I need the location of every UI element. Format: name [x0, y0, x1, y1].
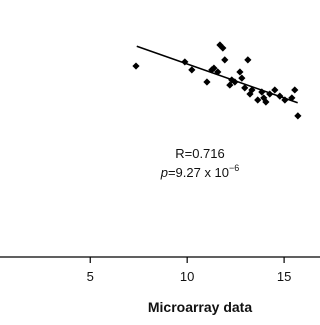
point	[221, 56, 229, 64]
point	[238, 74, 246, 82]
point	[210, 64, 218, 72]
x-tick-label: 10	[180, 269, 194, 284]
point	[216, 41, 224, 49]
point	[271, 86, 279, 94]
point	[231, 78, 239, 86]
annotation-p: p=9.27 x 10−6	[160, 163, 240, 180]
point	[281, 96, 289, 104]
point	[244, 56, 252, 64]
annotation-p-exponent: −6	[229, 163, 239, 173]
point	[254, 96, 262, 104]
point	[132, 62, 140, 70]
point	[288, 94, 296, 102]
point	[181, 58, 189, 66]
x-axis-label: Microarray data	[148, 299, 252, 315]
point	[236, 68, 244, 76]
point	[258, 88, 266, 96]
point	[276, 92, 284, 100]
point	[241, 84, 249, 92]
point	[219, 44, 227, 52]
point	[248, 86, 256, 94]
annotation-r: R=0.716	[175, 146, 225, 161]
annotation-p-value: =9.27 x 10	[168, 165, 229, 180]
point	[266, 90, 274, 98]
point	[188, 66, 196, 74]
x-tick-label: 5	[87, 269, 94, 284]
point	[203, 78, 211, 86]
annotation-p-symbol: p	[160, 165, 168, 180]
point	[214, 68, 222, 76]
x-tick-label: 15	[277, 269, 291, 284]
point	[226, 81, 234, 89]
point	[294, 112, 302, 120]
point	[291, 86, 299, 94]
point	[262, 98, 270, 106]
